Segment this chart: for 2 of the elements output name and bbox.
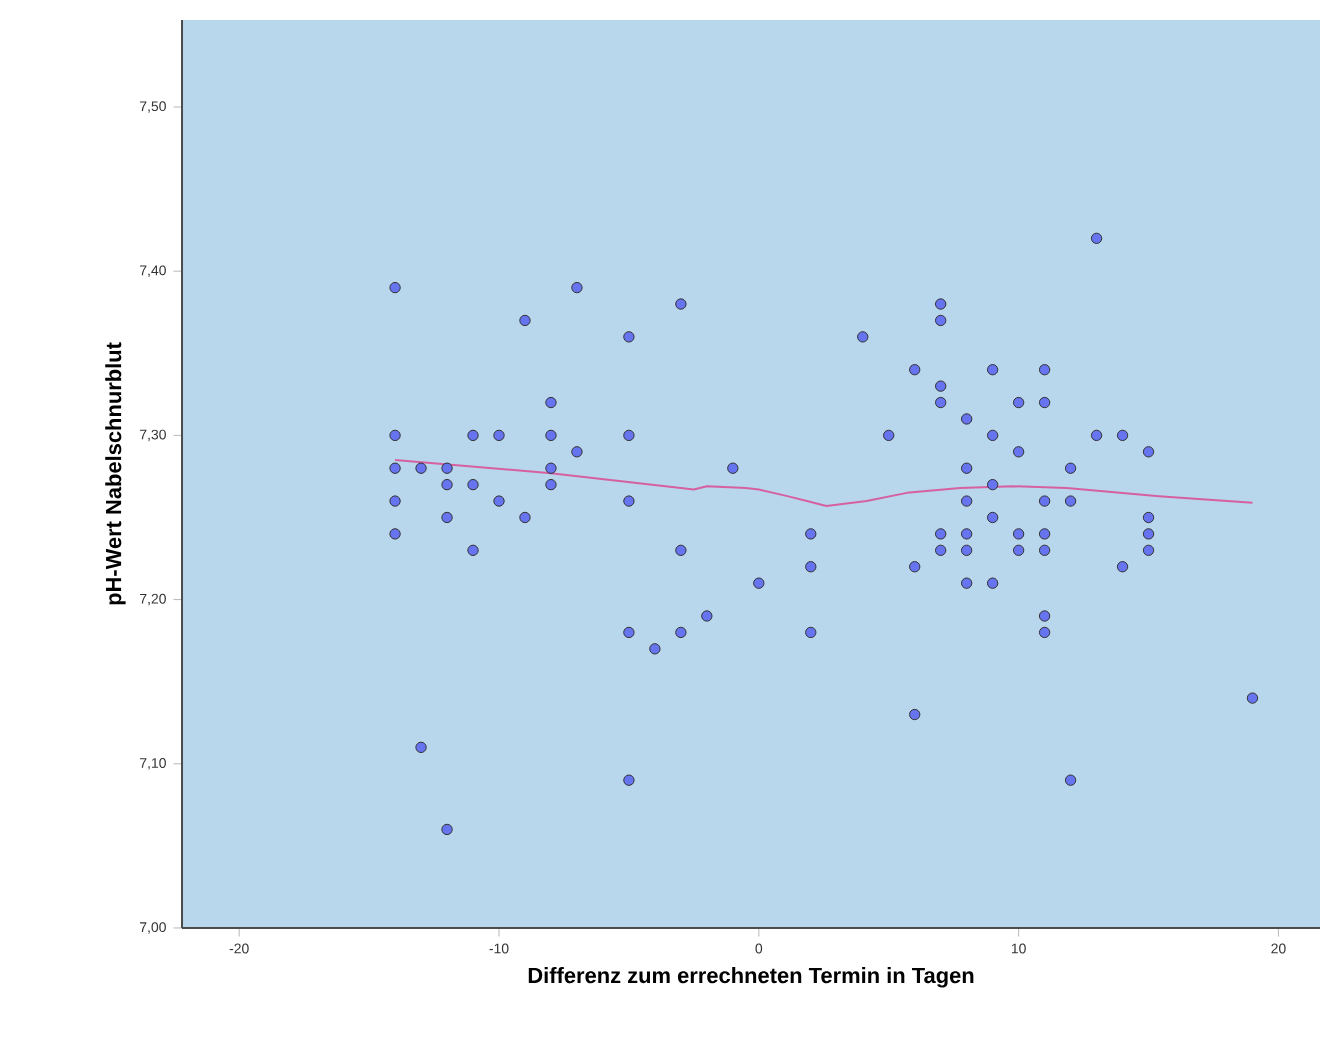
x-axis-title: Differenz zum errechneten Termin in Tagen (528, 967, 974, 988)
y-axis-title: pH-Wert Nabelschnurblut (105, 342, 126, 605)
